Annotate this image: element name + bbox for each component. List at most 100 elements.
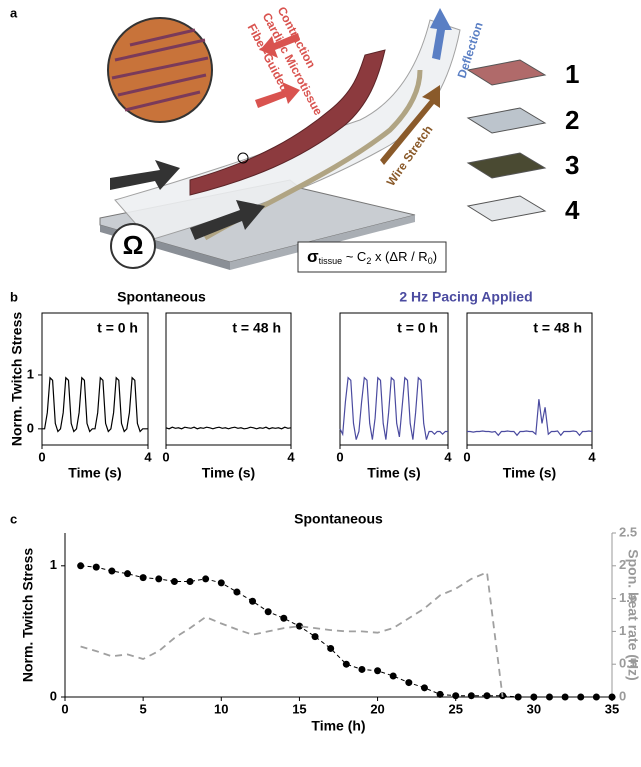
formula-part: ~ C: [342, 249, 366, 264]
y2-tick-label: 1.5: [619, 590, 637, 605]
data-point: [108, 567, 116, 575]
x-tick-label: 5: [140, 701, 147, 716]
plot-frame: [339, 312, 449, 446]
annotation: t = 48 h: [533, 320, 582, 336]
data-point: [139, 574, 147, 582]
layer-number: 2: [565, 105, 579, 135]
data-point: [77, 562, 85, 570]
y2-tick-label: 2: [619, 557, 626, 572]
data-point: [374, 667, 382, 675]
data-point: [92, 563, 100, 571]
formula-box: [297, 241, 447, 273]
x-axis-label: Time (s): [503, 465, 556, 481]
data-point: [561, 693, 569, 701]
y-tick-label: 1: [27, 366, 34, 381]
data-point: [420, 684, 428, 692]
formula-part: 0: [428, 256, 433, 266]
data-point: [452, 692, 460, 700]
annotation: t = 48 h: [232, 320, 281, 336]
panel-label: b: [10, 289, 18, 304]
x-axis-label: Time (s): [68, 465, 121, 481]
x-tick-label: 0: [162, 449, 169, 464]
data-point: [170, 578, 178, 586]
data-line: [80, 565, 612, 698]
x-tick-label: 4: [287, 449, 295, 464]
x-tick-label: 35: [605, 701, 619, 716]
data-point: [389, 672, 397, 680]
x-tick-label: 0: [463, 449, 470, 464]
x-tick-label: 0: [336, 449, 343, 464]
y-axis-label: Norm. Twitch Stress: [9, 312, 25, 447]
chart-title: Spontaneous: [294, 511, 383, 527]
layer: [466, 152, 547, 179]
data-point: [186, 578, 194, 586]
panel-label: a: [10, 5, 18, 20]
plot-frame: [165, 312, 292, 446]
x-axis-label: Time (s): [202, 465, 255, 481]
y2-tick-label: 0: [619, 688, 626, 703]
y2-tick-label: 2.5: [619, 524, 637, 539]
data-point: [608, 693, 616, 701]
arrow: [260, 33, 300, 58]
x-tick-label: 0: [61, 701, 68, 716]
data-point: [358, 665, 366, 673]
data-point: [233, 588, 241, 596]
data-line: [339, 376, 448, 440]
x-axis-label: Time (h): [311, 718, 365, 734]
data-point: [483, 692, 491, 700]
y2-axis-label: Spon. beat rate (Hz): [625, 549, 641, 680]
y-tick-label: 1: [50, 557, 57, 572]
formula-part: σ: [307, 247, 319, 266]
y-tick-label: 0: [50, 688, 57, 703]
data-point: [514, 693, 522, 701]
tissue-strip: [189, 49, 386, 196]
x-tick-label: 15: [292, 701, 306, 716]
layer-number: 4: [565, 195, 580, 225]
data-point: [405, 679, 413, 687]
data-point: [436, 690, 444, 698]
annotation: t = 0 h: [97, 320, 138, 336]
formula: σtissue ~ C2 x (ΔR / R0): [307, 247, 437, 266]
x-tick-label: 25: [448, 701, 462, 716]
y-axis-label: Norm. Twitch Stress: [20, 548, 36, 683]
y-tick-label: 0: [27, 420, 34, 435]
arrow: [430, 8, 452, 60]
data-point: [280, 614, 288, 622]
formula-part: x (ΔR / R: [371, 249, 427, 264]
data-point: [577, 693, 585, 701]
data-point: [217, 579, 225, 587]
layer: [466, 59, 547, 86]
data-line: [42, 376, 148, 433]
formula-part: 2: [366, 256, 371, 266]
layer: [466, 107, 547, 134]
data-point: [311, 633, 319, 641]
group-title: Spontaneous: [117, 289, 206, 305]
formula-part: ): [433, 249, 437, 264]
data-point: [545, 693, 553, 701]
arrow: [110, 160, 180, 190]
inset-marker: [237, 152, 249, 164]
formula-part: tissue: [319, 256, 343, 266]
x-tick-label: 4: [588, 449, 596, 464]
fiber-inset: [107, 17, 213, 123]
layer: [466, 195, 547, 222]
data-line: [80, 571, 504, 698]
data-point: [202, 575, 210, 583]
data-point: [467, 692, 475, 700]
plot-frame: [466, 312, 593, 446]
x-tick-label: 4: [444, 449, 452, 464]
data-point: [342, 660, 350, 668]
x-tick-label: 4: [144, 449, 152, 464]
layer-number: 1: [565, 59, 579, 89]
arrow: [380, 85, 440, 165]
data-point: [124, 570, 132, 578]
x-tick-label: 0: [38, 449, 45, 464]
data-point: [155, 575, 163, 583]
data-point: [295, 622, 303, 630]
data-point: [327, 644, 335, 652]
x-axis-label: Time (s): [367, 465, 420, 481]
group-title: 2 Hz Pacing Applied: [399, 289, 532, 305]
arrow: [190, 200, 265, 240]
data-point: [530, 693, 538, 701]
